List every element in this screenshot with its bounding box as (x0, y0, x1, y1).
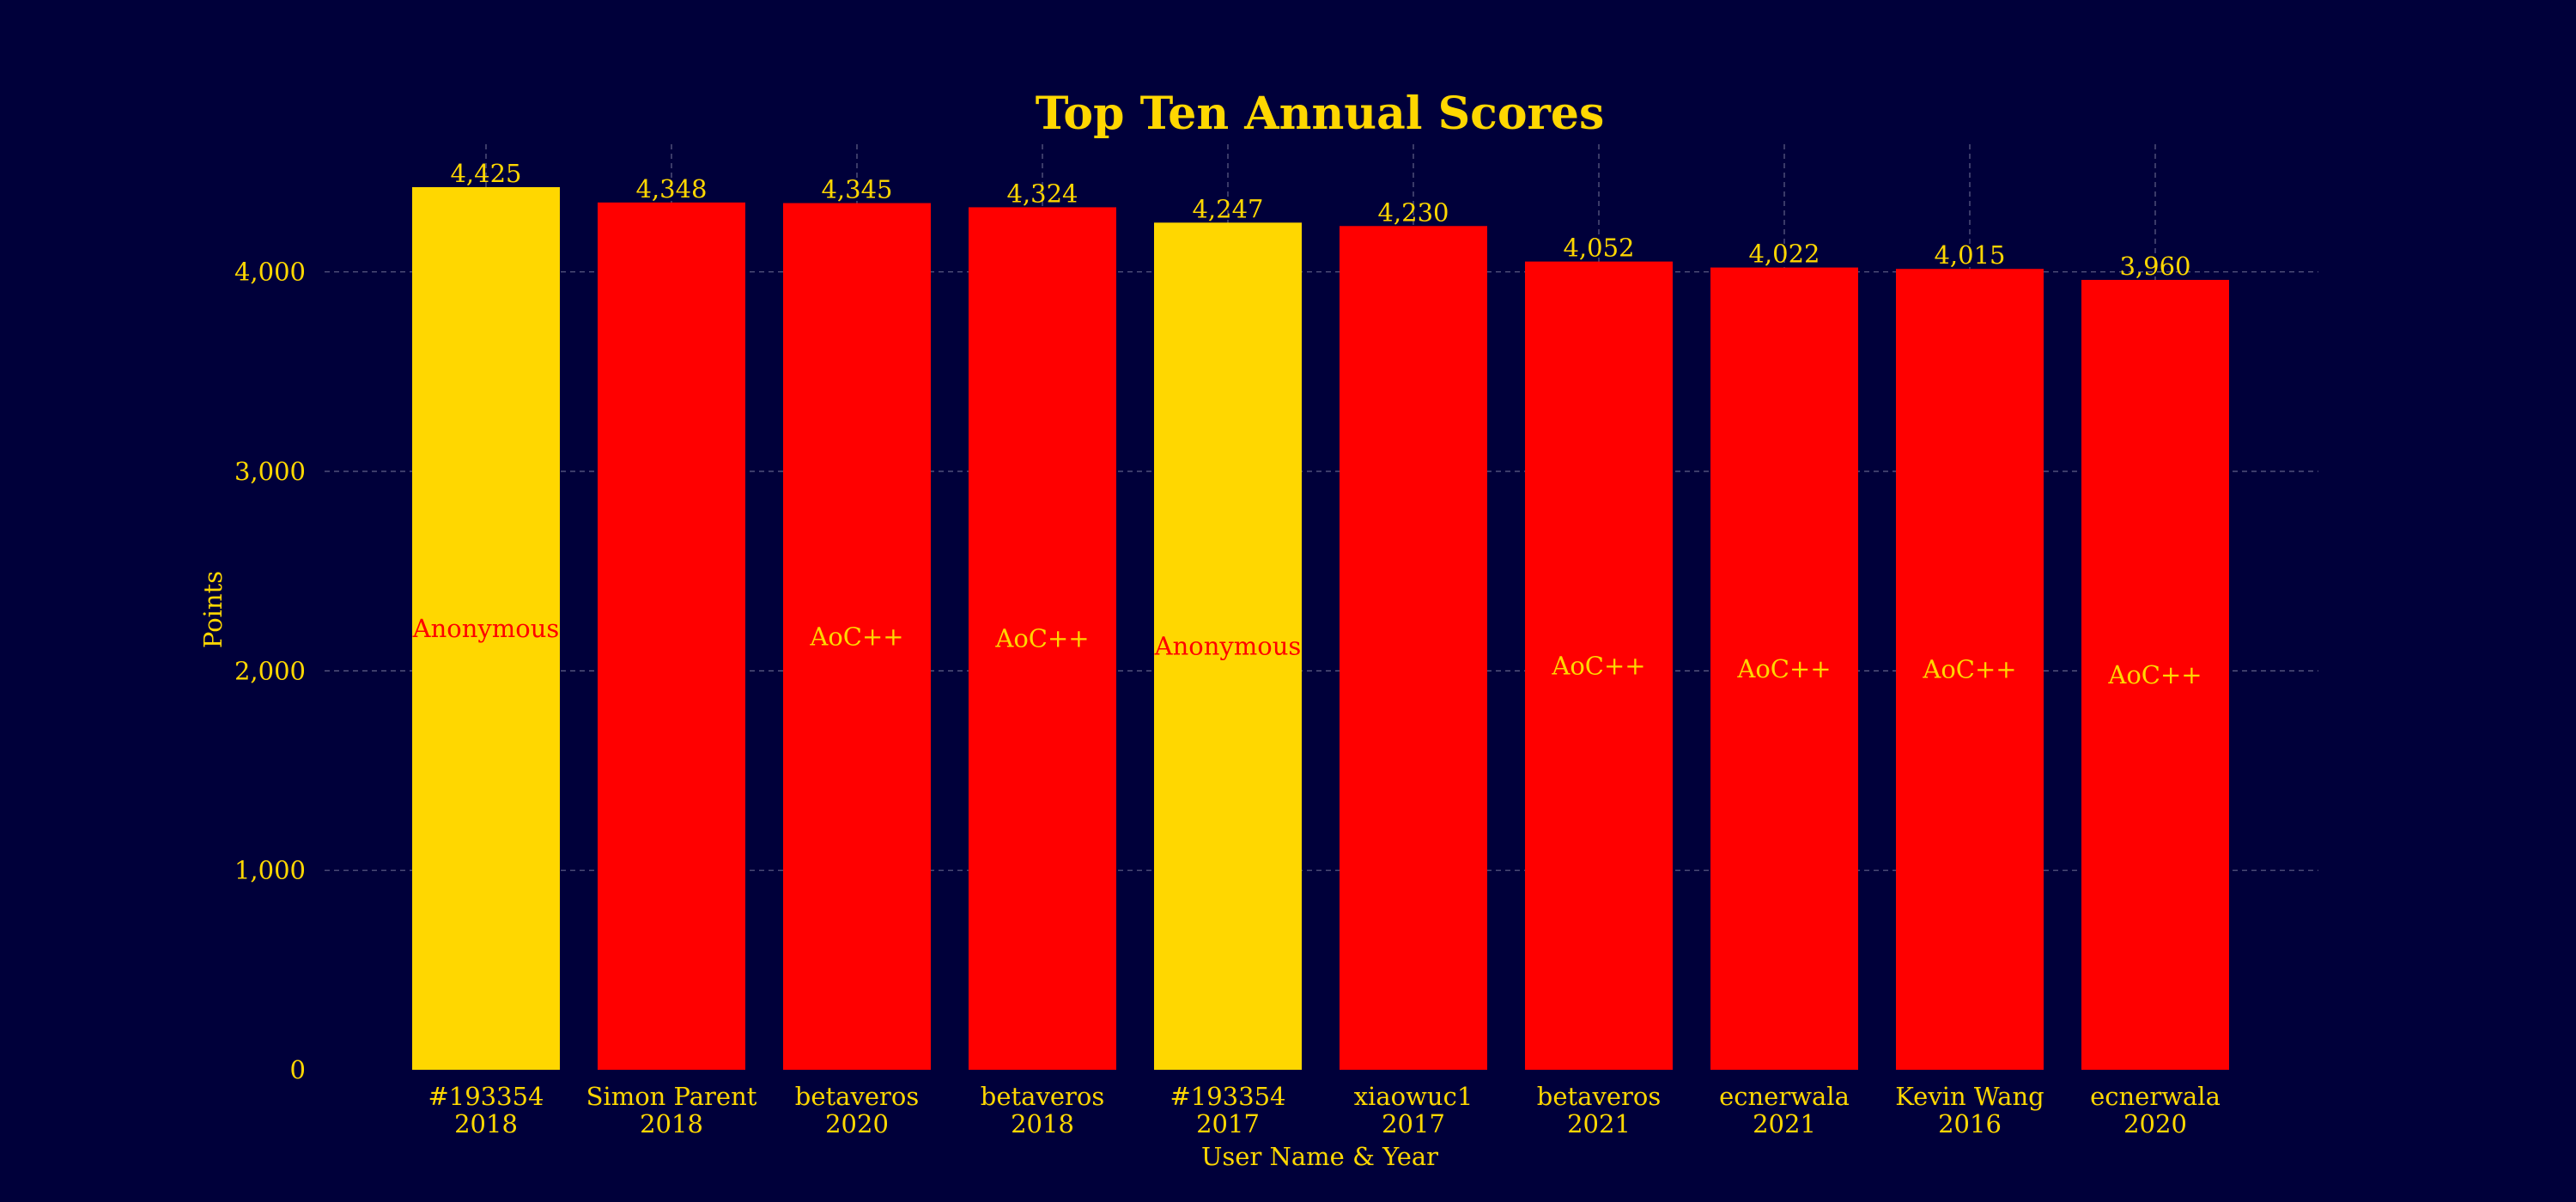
bar (969, 207, 1116, 1070)
x-tick-label-name: betaveros (795, 1082, 919, 1111)
x-axis-label: User Name & Year (1201, 1142, 1438, 1171)
bar-value-label: 4,324 (1006, 179, 1078, 208)
chart-title: Top Ten Annual Scores (1036, 88, 1605, 140)
bar-value-label: 4,345 (821, 175, 892, 204)
bars (412, 186, 2229, 1071)
x-tick-label-year: 2018 (454, 1109, 518, 1138)
y-tick-label: 1,000 (234, 856, 306, 885)
bar-inner-label: AoC++ (809, 622, 903, 651)
bar-value-label: 4,022 (1748, 240, 1820, 269)
x-tick-label-year: 2018 (1011, 1109, 1074, 1138)
bar-value-label: 3,960 (2119, 252, 2190, 281)
x-tick-label-year: 2017 (1382, 1109, 1445, 1138)
x-tick-label-name: betaveros (981, 1082, 1104, 1111)
bar-value-label: 4,052 (1563, 234, 1634, 263)
bar-inner-label: AoC++ (1736, 654, 1831, 683)
bar-value-label: 4,230 (1377, 197, 1449, 227)
y-tick-label: 0 (290, 1055, 306, 1084)
x-tick-label-year: 2021 (1567, 1109, 1631, 1138)
bar (2081, 279, 2229, 1070)
bar-value-label: 4,425 (450, 159, 521, 188)
x-tick-label-year: 2017 (1196, 1109, 1260, 1138)
y-tick-label: 4,000 (234, 258, 306, 287)
x-tick-label-name: #193354 (1170, 1082, 1285, 1111)
x-tick-label-name: xiaowuc1 (1354, 1082, 1473, 1111)
x-tick-label-name: Simon Parent (586, 1082, 757, 1111)
bar (1710, 267, 1858, 1070)
x-tick-label-name: betaveros (1537, 1082, 1661, 1111)
bar-inner-label: Anonymous (1154, 632, 1302, 661)
x-tick-label-year: 2016 (1938, 1109, 2002, 1138)
bar-value-label: 4,348 (635, 174, 707, 203)
x-tick-label-name: ecnerwala (2090, 1082, 2221, 1111)
bar-inner-label: AoC++ (994, 624, 1089, 653)
bar (1896, 269, 2044, 1071)
bar-inner-label: AoC++ (1551, 651, 1645, 680)
x-tick-label-year: 2018 (640, 1109, 703, 1138)
bar (1525, 261, 1673, 1070)
y-axis: 0 1,000 2,000 3,000 4,000 (234, 258, 306, 1084)
y-tick-label: 3,000 (234, 457, 306, 486)
bar (598, 202, 745, 1070)
x-tick-label-year: 2020 (825, 1109, 889, 1138)
x-tick-label-name: #193354 (428, 1082, 544, 1111)
bar-value-label: 4,015 (1934, 240, 2005, 270)
x-tick-label-year: 2020 (2123, 1109, 2187, 1138)
x-tick-label-name: ecnerwala (1719, 1082, 1850, 1111)
bar (783, 203, 931, 1071)
bar (412, 186, 560, 1070)
bar (1154, 222, 1302, 1070)
bar-inner-label: AoC++ (2107, 660, 2202, 689)
bar (1340, 226, 1487, 1071)
bar-inner-label: AoC++ (1922, 655, 2016, 684)
data-labels: 4,425 Anonymous 4,348 4,345 AoC++ 4,324 AoC++ 4… (412, 159, 2202, 689)
x-tick-label-year: 2021 (1753, 1109, 1816, 1138)
y-tick-label: 2,000 (234, 656, 306, 685)
x-tick-label-name: Kevin Wang (1895, 1082, 2044, 1111)
bar-value-label: 4,247 (1192, 194, 1263, 223)
bar-inner-label: Anonymous (412, 614, 560, 643)
y-axis-label: Points (198, 571, 228, 648)
